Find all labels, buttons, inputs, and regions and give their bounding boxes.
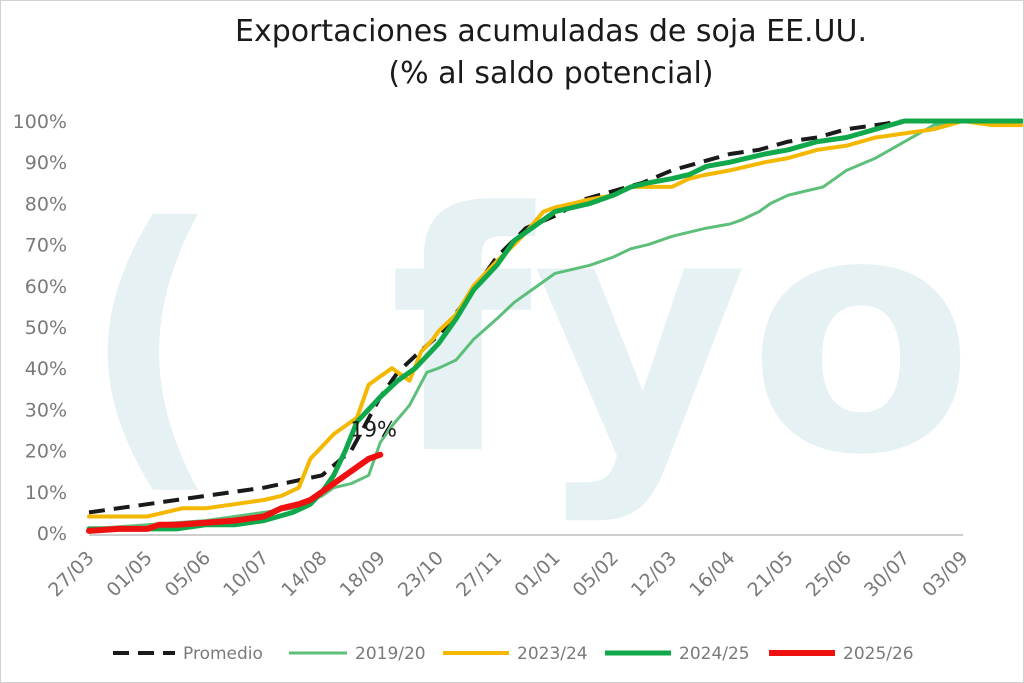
chart-title-line2: (% al saldo potencial) <box>388 56 713 91</box>
y-tick-label: 10% <box>25 482 67 504</box>
x-tick-label: 01/01 <box>510 547 564 601</box>
y-tick-label: 0% <box>37 523 67 545</box>
y-tick-label: 50% <box>25 317 67 339</box>
plot-area: 19% <box>86 118 1023 534</box>
y-tick-label: 30% <box>25 399 67 421</box>
y-axis: 0% 10% 20% 30% 40% 50% 60% 70% 80% 90% 100% <box>13 111 67 545</box>
legend-entry-label: Promedio <box>183 644 263 664</box>
x-axis: 27/03 01/05 05/06 10/07 14/08 18/09 23/10 27/11… <box>44 534 973 601</box>
x-tick-label: 23/10 <box>394 547 448 601</box>
y-tick-label: 80% <box>25 193 67 215</box>
x-tick-label: 01/05 <box>103 547 157 601</box>
legend-entry-label: 2019/20 <box>355 644 426 664</box>
legend: Promedio 2019/20 2023/24 2024/25 2025/26 <box>113 644 914 664</box>
annotation-label: 19% <box>350 418 397 442</box>
y-tick-label: 20% <box>25 441 67 463</box>
x-tick-label: 27/11 <box>452 547 506 601</box>
x-tick-label: 18/09 <box>336 547 390 601</box>
y-tick-label: 60% <box>25 276 67 298</box>
legend-entry-label: 2025/26 <box>843 644 914 664</box>
x-tick-label: 05/02 <box>569 547 623 601</box>
series-line-Promedio <box>88 119 1022 515</box>
fyo-watermark-logo: ( fyo <box>81 143 974 527</box>
chart-title-line1: Exportaciones acumuladas de soja EE.UU. <box>235 14 867 49</box>
x-tick-label: 30/07 <box>860 547 914 601</box>
watermark-text: fyo <box>389 143 974 527</box>
series-line-2024-25 <box>86 118 1023 532</box>
y-tick-label: 70% <box>25 235 67 257</box>
x-tick-label: 03/09 <box>918 547 972 601</box>
x-tick-label: 14/08 <box>277 547 331 601</box>
x-tick-label: 25/06 <box>802 547 856 601</box>
x-tick-label: 05/06 <box>161 547 215 601</box>
legend-entry-label: 2023/24 <box>517 644 588 664</box>
x-tick-label: 12/03 <box>627 547 681 601</box>
y-tick-label: 40% <box>25 358 67 380</box>
x-tick-label: 21/05 <box>743 547 797 601</box>
x-tick-label: 27/03 <box>44 547 98 601</box>
watermark-paren: ( <box>81 162 223 523</box>
x-tick-label: 10/07 <box>219 547 273 601</box>
series-line-2019-20 <box>87 119 1023 531</box>
y-tick-label: 90% <box>25 152 67 174</box>
series-line-2025-26 <box>86 451 384 534</box>
legend-entry-label: 2024/25 <box>679 644 750 664</box>
y-tick-label: 100% <box>13 111 67 133</box>
x-tick-label: 16/04 <box>685 547 739 601</box>
